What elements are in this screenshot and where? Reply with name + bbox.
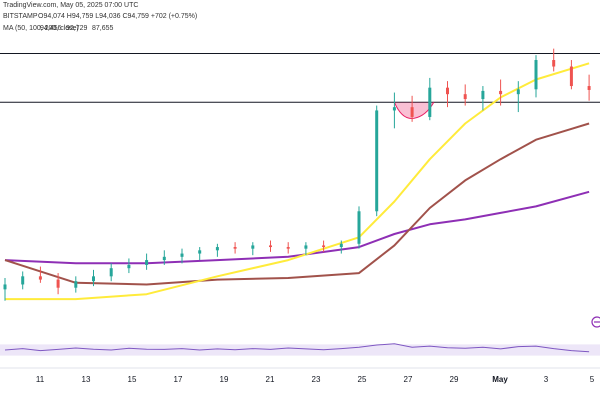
chart-source: TradingView.com, May 05, 2025 07:00 UTC bbox=[3, 2, 138, 9]
candle-body-27 bbox=[481, 90, 485, 100]
candle-body-0 bbox=[3, 284, 7, 290]
candle-body-11 bbox=[198, 250, 202, 254]
x-tick-label-8: 27 bbox=[404, 375, 413, 384]
moving-average-lines bbox=[4, 62, 590, 301]
candle-body-12 bbox=[215, 247, 219, 251]
x-tick-label-1: 13 bbox=[82, 375, 91, 384]
candle-body-25 bbox=[446, 87, 449, 95]
candle-body-22 bbox=[392, 107, 396, 111]
candle-body-5 bbox=[92, 276, 95, 282]
ma-line-ma-100 bbox=[4, 122, 590, 286]
candle-body-17 bbox=[304, 245, 308, 249]
ma-label: MA (50, 100, 200, close) bbox=[3, 25, 79, 32]
ma50-value: 94,456 bbox=[40, 25, 62, 32]
candle-body-6 bbox=[109, 268, 113, 277]
x-tick-label-11: 3 bbox=[544, 375, 549, 384]
candle-body-8 bbox=[145, 260, 149, 265]
x-tick-label-0: 11 bbox=[36, 375, 45, 384]
x-tick-label-6: 23 bbox=[312, 375, 321, 384]
x-tick-label-7: 25 bbox=[358, 375, 367, 384]
x-tick-label-10: May bbox=[492, 375, 508, 384]
candle-body-23 bbox=[410, 107, 414, 117]
x-tick-label-4: 19 bbox=[220, 375, 229, 384]
candle-body-20 bbox=[357, 211, 361, 244]
candle-body-33 bbox=[587, 86, 591, 90]
candle-body-16 bbox=[286, 247, 290, 249]
chart-ohlc: O94,074 H94,759 L94,036 C94,759 +702 (+0… bbox=[38, 13, 197, 20]
ma200-value: 87,655 bbox=[92, 25, 114, 32]
support-resistance-levels bbox=[0, 53, 600, 103]
x-axis: 11 13 15 17 19 21 23 25 27 29 May 3 5 bbox=[0, 367, 600, 384]
candle-body-26 bbox=[463, 94, 467, 100]
candle-body-29 bbox=[516, 89, 520, 95]
candle-body-9 bbox=[162, 256, 166, 261]
candle-body-2 bbox=[38, 276, 42, 280]
candle-body-31 bbox=[552, 60, 556, 67]
candle-body-19 bbox=[339, 243, 343, 248]
x-tick-label-5: 21 bbox=[266, 375, 275, 384]
x-tick-label-12: 5 bbox=[590, 375, 595, 384]
x-tick-label-3: 17 bbox=[174, 375, 183, 384]
scroll-to-latest-icon[interactable] bbox=[591, 316, 600, 328]
candle-body-18 bbox=[322, 245, 326, 248]
ma-line-ma-200 bbox=[4, 190, 590, 265]
candle-body-4 bbox=[74, 281, 78, 288]
rsi-band bbox=[0, 344, 600, 356]
candle-body-21 bbox=[375, 110, 379, 212]
candle-body-7 bbox=[127, 264, 131, 269]
candle-body-1 bbox=[21, 276, 25, 285]
candle-body-10 bbox=[180, 253, 184, 257]
candle-body-3 bbox=[56, 279, 60, 288]
candle-body-15 bbox=[269, 245, 272, 248]
ma100-value: 92,729 bbox=[66, 25, 88, 32]
chart-symbol: BITSTAMP bbox=[3, 13, 38, 20]
candlestick-series bbox=[3, 48, 591, 301]
candle-body-30 bbox=[534, 60, 538, 90]
rsi-panel bbox=[0, 343, 600, 356]
candle-body-32 bbox=[569, 66, 573, 87]
x-tick-label-9: 29 bbox=[450, 375, 459, 384]
rsi-line bbox=[4, 343, 590, 353]
candle-body-14 bbox=[251, 245, 255, 249]
candle-body-24 bbox=[428, 87, 432, 117]
x-tick-label-2: 15 bbox=[128, 375, 137, 384]
ma-line-ma-50 bbox=[5, 62, 590, 301]
candle-body-28 bbox=[499, 90, 503, 95]
candle-body-13 bbox=[233, 247, 237, 249]
